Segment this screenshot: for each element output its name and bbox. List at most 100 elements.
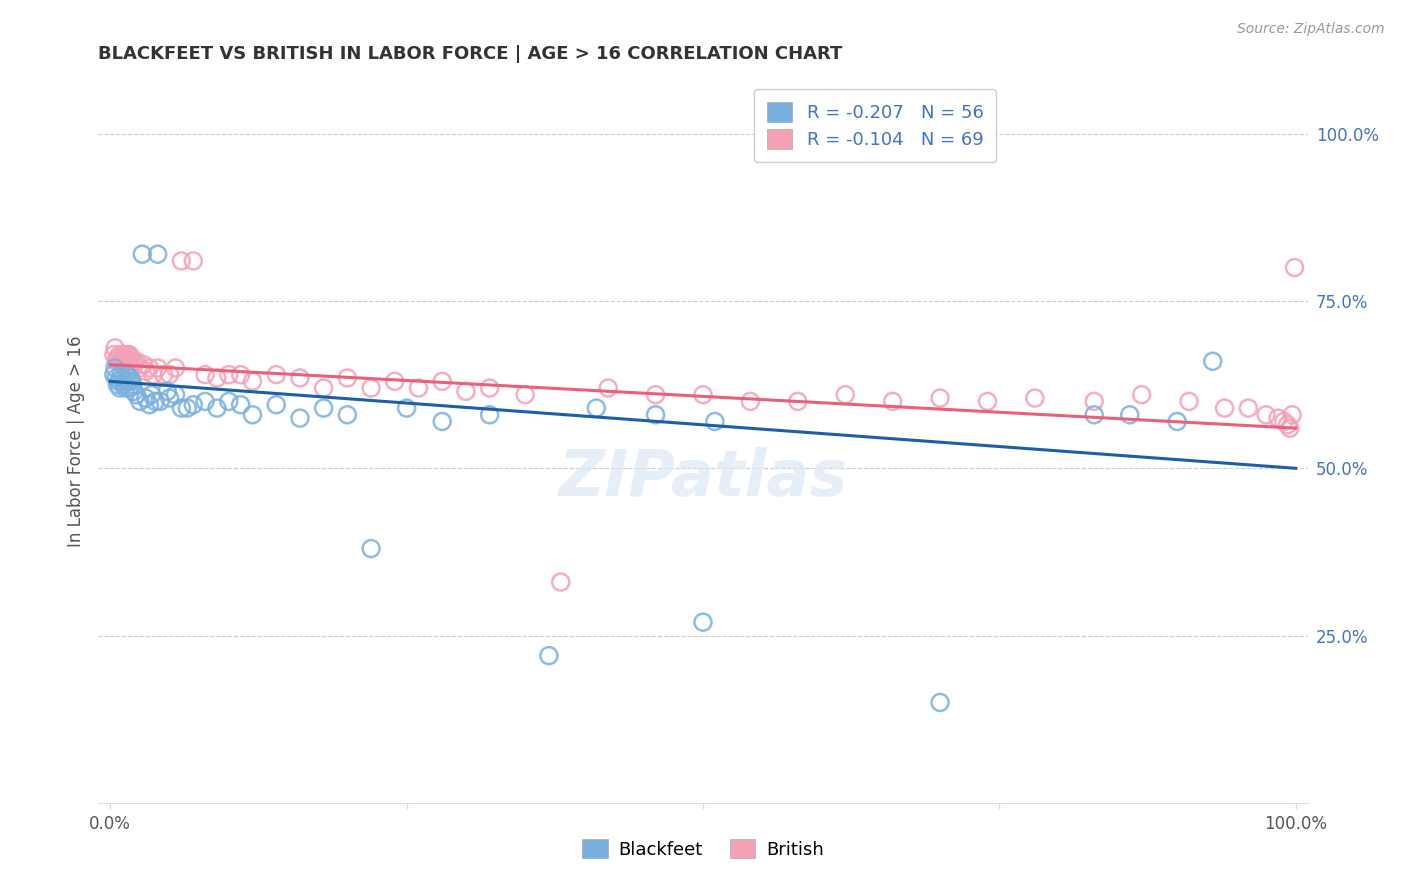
Point bbox=[537, 648, 560, 663]
Point bbox=[1277, 417, 1299, 432]
Point bbox=[478, 408, 501, 422]
Point bbox=[432, 375, 454, 389]
Point bbox=[644, 387, 666, 401]
Point bbox=[408, 381, 430, 395]
Point bbox=[395, 401, 418, 416]
Point bbox=[104, 341, 127, 355]
Point bbox=[110, 368, 132, 382]
Point bbox=[117, 354, 139, 368]
Legend: Blackfeet, British: Blackfeet, British bbox=[575, 832, 831, 866]
Point bbox=[104, 361, 127, 376]
Point bbox=[117, 375, 139, 389]
Point bbox=[1119, 408, 1142, 422]
Point bbox=[598, 381, 620, 395]
Point bbox=[105, 354, 128, 368]
Point bbox=[138, 361, 160, 376]
Point bbox=[218, 368, 240, 382]
Point bbox=[120, 354, 142, 368]
Point bbox=[105, 377, 128, 392]
Point bbox=[129, 361, 152, 376]
Point bbox=[111, 351, 134, 365]
Point bbox=[111, 371, 134, 385]
Point bbox=[165, 361, 187, 376]
Point bbox=[105, 371, 128, 385]
Point bbox=[312, 381, 335, 395]
Point bbox=[194, 368, 217, 382]
Point bbox=[1166, 414, 1188, 429]
Point bbox=[129, 394, 152, 409]
Point bbox=[644, 408, 666, 422]
Point bbox=[834, 387, 856, 401]
Point bbox=[976, 394, 998, 409]
Point bbox=[170, 401, 193, 416]
Point bbox=[141, 387, 163, 401]
Point bbox=[384, 375, 406, 389]
Point bbox=[121, 361, 143, 376]
Point bbox=[121, 377, 143, 392]
Point bbox=[585, 401, 607, 416]
Point bbox=[146, 247, 169, 261]
Point bbox=[176, 401, 198, 416]
Point bbox=[1024, 391, 1046, 405]
Point bbox=[692, 615, 714, 630]
Point bbox=[125, 354, 148, 368]
Text: ZIPatlas: ZIPatlas bbox=[558, 447, 848, 508]
Point bbox=[218, 394, 240, 409]
Point bbox=[143, 394, 166, 409]
Point bbox=[242, 408, 264, 422]
Point bbox=[114, 375, 136, 389]
Point bbox=[1272, 414, 1295, 429]
Point bbox=[170, 254, 193, 268]
Point bbox=[515, 387, 537, 401]
Point bbox=[288, 411, 311, 425]
Point bbox=[929, 696, 952, 710]
Point bbox=[132, 358, 155, 372]
Point bbox=[550, 575, 572, 590]
Point bbox=[692, 387, 714, 401]
Point bbox=[181, 398, 204, 412]
Point bbox=[114, 354, 136, 368]
Point bbox=[1202, 354, 1225, 368]
Point bbox=[108, 348, 131, 362]
Point bbox=[152, 368, 174, 382]
Point bbox=[1178, 394, 1201, 409]
Point bbox=[1254, 408, 1277, 422]
Point bbox=[229, 368, 252, 382]
Point bbox=[135, 391, 157, 405]
Point bbox=[288, 371, 311, 385]
Point bbox=[115, 348, 138, 362]
Point bbox=[114, 351, 136, 365]
Point bbox=[125, 387, 148, 401]
Point bbox=[360, 381, 382, 395]
Point bbox=[103, 348, 125, 362]
Point bbox=[103, 368, 125, 382]
Point bbox=[336, 408, 359, 422]
Point bbox=[115, 368, 138, 382]
Point bbox=[107, 354, 129, 368]
Point bbox=[121, 375, 143, 389]
Point bbox=[159, 368, 181, 382]
Point bbox=[122, 354, 145, 368]
Point bbox=[205, 401, 228, 416]
Text: Source: ZipAtlas.com: Source: ZipAtlas.com bbox=[1237, 22, 1385, 37]
Point bbox=[181, 254, 204, 268]
Point bbox=[242, 375, 264, 389]
Point bbox=[882, 394, 904, 409]
Point bbox=[159, 391, 181, 405]
Text: BLACKFEET VS BRITISH IN LABOR FORCE | AGE > 16 CORRELATION CHART: BLACKFEET VS BRITISH IN LABOR FORCE | AG… bbox=[98, 45, 842, 63]
Point bbox=[112, 348, 135, 362]
Point bbox=[135, 364, 157, 378]
Point bbox=[108, 381, 131, 395]
Point bbox=[122, 384, 145, 399]
Point bbox=[1278, 421, 1301, 435]
Point bbox=[107, 375, 129, 389]
Point bbox=[118, 381, 141, 395]
Point bbox=[1083, 408, 1105, 422]
Point bbox=[1281, 408, 1303, 422]
Point bbox=[264, 398, 287, 412]
Point bbox=[929, 391, 952, 405]
Point bbox=[432, 414, 454, 429]
Point bbox=[1237, 401, 1260, 416]
Point bbox=[703, 414, 725, 429]
Point bbox=[112, 377, 135, 392]
